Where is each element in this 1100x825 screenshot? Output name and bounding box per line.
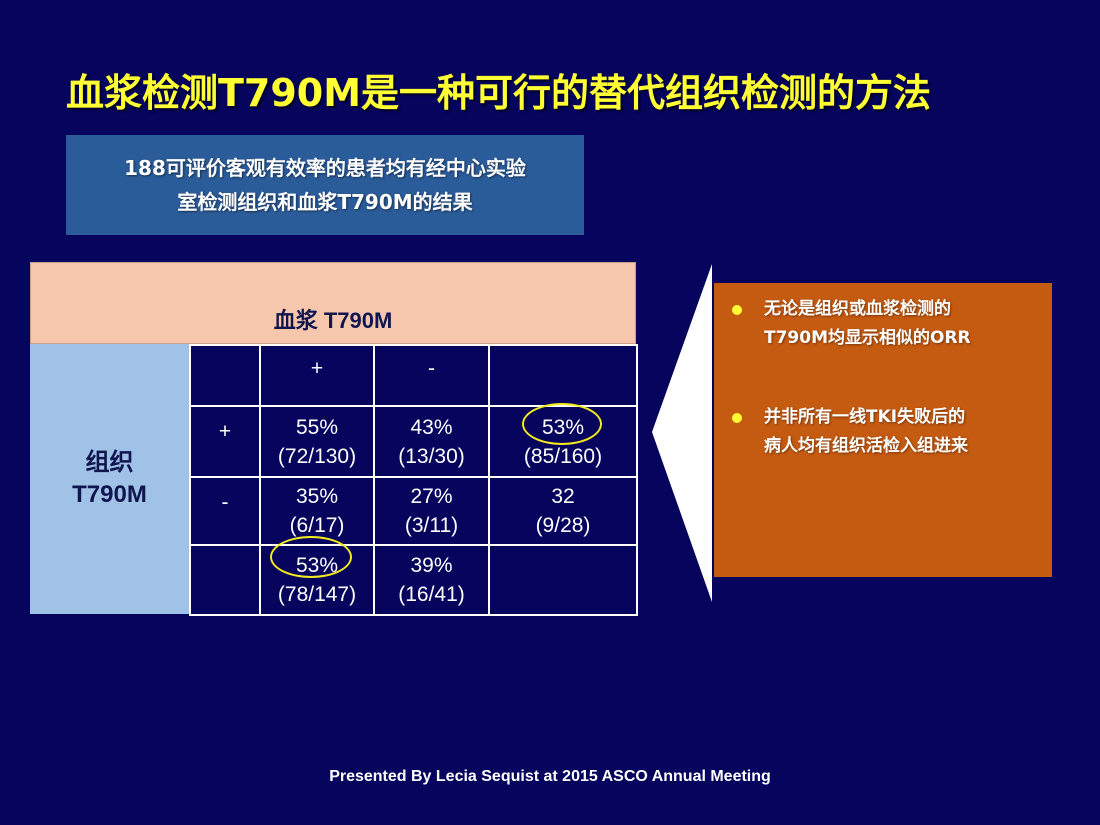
callout-bullet-text: 并非所有一线TKI失败后的 病人均有组织活检入组进来 <box>764 407 968 456</box>
slide-title: 血浆检测T790M是一种可行的替代组织检测的方法 <box>66 71 932 115</box>
callout-bullet: 无论是组织或血浆检测的 T790M均显示相似的ORR <box>732 295 1042 353</box>
bullet-dot-icon <box>732 413 742 423</box>
table-header-row: + - <box>189 344 638 407</box>
table-cell: 43% (13/30) <box>373 405 490 478</box>
plasma-t790m-header: 血浆 T790M <box>30 262 636 344</box>
callout-bullet: 并非所有一线TKI失败后的 病人均有组织活检入组进来 <box>732 403 1042 461</box>
table-cell: 32 (9/28) <box>488 476 638 546</box>
subtitle-line-1: 188可评价客观有效率的患者均有经中心实验 <box>124 156 526 180</box>
table-cell: 39% (16/41) <box>373 544 490 616</box>
subtitle-box: 188可评价客观有效率的患者均有经中心实验 室检测组织和血浆T790M的结果 <box>66 135 584 235</box>
highlight-ellipse-tissue-total <box>270 536 352 578</box>
highlight-ellipse-plasma-total <box>522 403 602 445</box>
row-header-tissue-negative: - <box>189 476 261 546</box>
table-cell: 35% (6/17) <box>259 476 375 546</box>
col-header-plasma-negative: - <box>373 344 490 407</box>
table-cell <box>488 544 638 616</box>
orr-table: + - + 55% (72/130) 43% (13/30) 53% (85/160)… <box>189 344 638 616</box>
table-row: - 35% (6/17) 27% (3/11) 32 (9/28) <box>189 476 638 546</box>
table-cell: 55% (72/130) <box>259 405 375 478</box>
callout-bullet-text: 无论是组织或血浆检测的 T790M均显示相似的ORR <box>764 299 971 348</box>
tissue-label: 组织 <box>85 449 134 476</box>
subtitle-line-2: 室检测组织和血浆T790M的结果 <box>177 190 473 214</box>
plasma-t790m-label: 血浆 T790M <box>273 308 393 333</box>
table-cell: 27% (3/11) <box>373 476 490 546</box>
tissue-t790m-label: T790M <box>72 481 147 508</box>
bullet-dot-icon <box>732 305 742 315</box>
table-row: 53% (78/147) 39% (16/41) <box>189 544 638 616</box>
tissue-t790m-header: 组织 T790M <box>30 344 189 614</box>
presenter-footer: Presented By Lecia Sequist at 2015 ASCO … <box>329 768 771 785</box>
row-header-total <box>189 544 261 616</box>
corner-cell <box>189 344 261 407</box>
row-header-tissue-positive: + <box>189 405 261 478</box>
table-row: + 55% (72/130) 43% (13/30) 53% (85/160) <box>189 405 638 478</box>
callout-box: 无论是组织或血浆检测的 T790M均显示相似的ORR 并非所有一线TKI失败后的… <box>714 283 1052 577</box>
col-header-plasma-positive: + <box>259 344 375 407</box>
col-header-total <box>488 344 638 407</box>
callout-pointer-shape <box>652 264 712 602</box>
